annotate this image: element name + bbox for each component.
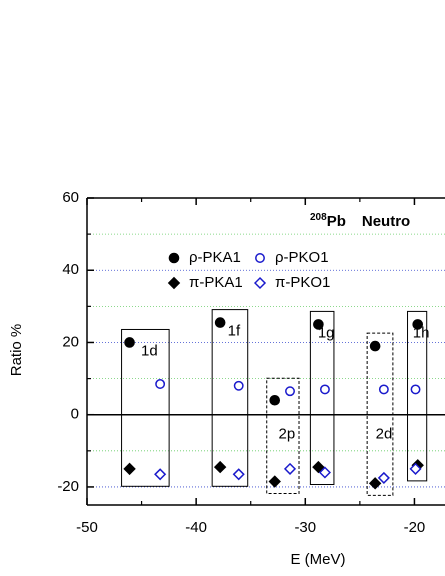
level-box [366, 332, 394, 496]
legend-marker [168, 252, 180, 264]
y-tick-label: 60 [62, 189, 79, 206]
y-tick-label: -20 [57, 478, 79, 495]
marker [409, 462, 422, 475]
level-box [211, 309, 249, 487]
marker [378, 384, 389, 395]
legend-marker [255, 253, 265, 263]
legend-marker [167, 276, 181, 290]
marker [154, 468, 167, 481]
x-tick-label: -50 [76, 519, 98, 536]
marker [313, 319, 324, 330]
marker [269, 394, 281, 406]
y-tick-label: 0 [71, 406, 79, 423]
legend-label: π-PKA1 [189, 274, 243, 291]
level-box [121, 328, 170, 487]
marker [213, 460, 227, 474]
marker [368, 477, 382, 490]
level-label: 1d [141, 342, 158, 359]
x-tick-label: -20 [404, 519, 426, 536]
legend-label: ρ-PKA1 [189, 249, 241, 266]
marker [155, 379, 166, 389]
marker [214, 317, 226, 328]
level-box [309, 310, 335, 485]
level-box [407, 310, 428, 482]
marker [412, 319, 424, 330]
marker [268, 475, 281, 488]
marker [319, 384, 330, 395]
marker [377, 471, 390, 484]
level-label: 2p [279, 426, 296, 443]
title-element: Pb [327, 213, 346, 230]
marker [233, 380, 244, 391]
marker [124, 337, 135, 348]
legend-marker [253, 276, 267, 290]
marker [123, 462, 136, 476]
y-tick-label: 40 [62, 261, 79, 278]
x-tick-label: -40 [185, 519, 207, 536]
marker [410, 384, 421, 395]
marker [232, 468, 245, 481]
level-label: 1f [228, 323, 241, 340]
level-label: 1g [318, 324, 335, 341]
legend-label: ρ-PKO1 [275, 249, 329, 266]
level-label: 2d [376, 426, 393, 443]
level-box [266, 377, 300, 495]
y-axis-label: Ratio % [8, 324, 25, 377]
marker [369, 340, 381, 352]
title-superscript: 208 [310, 212, 327, 223]
chart-title: 208Pb Neutro [310, 212, 410, 230]
marker [283, 462, 297, 475]
legend-label: π-PKO1 [275, 274, 330, 291]
subtitle: Neutro [362, 213, 410, 230]
y-tick-label: 20 [62, 333, 79, 350]
marker [318, 466, 331, 479]
x-axis-label: E (MeV) [290, 551, 345, 568]
x-tick-label: -30 [294, 519, 316, 536]
marker [285, 386, 295, 397]
marker [312, 460, 325, 474]
